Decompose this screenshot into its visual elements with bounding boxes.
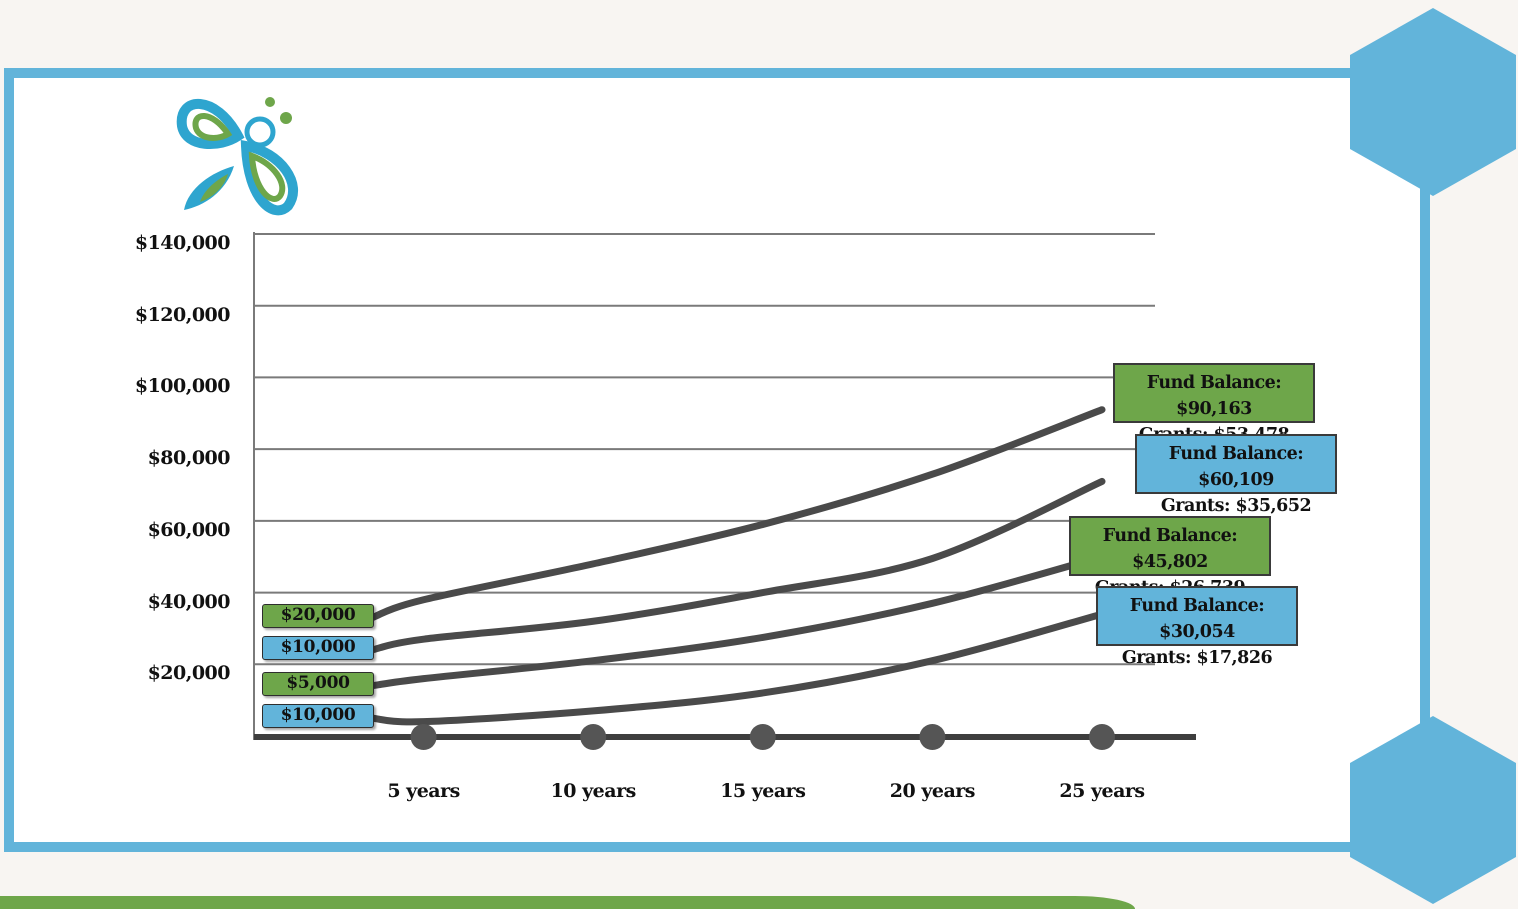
hexagon-icon xyxy=(1350,8,1516,196)
grants-label: Grants: $35,652 xyxy=(1160,496,1312,516)
x-tick-label: 20 years xyxy=(889,780,976,802)
x-axis-marker xyxy=(580,724,607,750)
butterfly-logo-icon xyxy=(176,97,298,216)
y-tick-label: $100,000 xyxy=(134,375,231,398)
fund-balance-label: Fund Balance: $90,163 xyxy=(1146,373,1282,419)
y-tick-label: $60,000 xyxy=(147,518,231,541)
start-amount-badge: $10,000 xyxy=(262,635,374,660)
fund-balance-label: Fund Balance: $60,109 xyxy=(1168,444,1304,490)
start-amount-badge: $10,000 xyxy=(262,704,374,729)
fund-balance-callout: Fund Balance: $30,054 Grants: $17,826 xyxy=(1096,586,1298,668)
y-tick-label: $140,000 xyxy=(134,232,231,254)
x-axis-marker xyxy=(1089,724,1115,750)
y-tick-label: $120,000 xyxy=(134,303,231,326)
y-tick-label: $40,000 xyxy=(147,590,231,613)
x-tick-label: 10 years xyxy=(550,780,637,802)
hexagon-icon xyxy=(1350,716,1516,904)
start-amount-badge: $20,000 xyxy=(262,603,374,628)
grants-label: Grants: $17,826 xyxy=(1121,648,1273,668)
x-tick-label: 5 years xyxy=(387,780,460,802)
y-tick-label: $80,000 xyxy=(147,447,231,470)
x-axis-marker xyxy=(410,724,437,750)
x-tick-label: 15 years xyxy=(720,780,806,802)
x-axis-marker xyxy=(919,724,946,750)
series-line xyxy=(368,553,1106,690)
bottom-band xyxy=(0,896,1135,909)
x-axis-marker xyxy=(749,724,776,750)
fund-balance-callout: Fund Balance: $90,163Grants: $53,478 xyxy=(1113,363,1315,445)
x-tick-label: 25 years xyxy=(1059,780,1145,802)
series-line xyxy=(368,477,1106,654)
fund-balance-callout: Fund Balance: $60,109 Grants: $35,652 xyxy=(1135,434,1337,516)
y-tick-label: $20,000 xyxy=(147,662,231,685)
fund-balance-callout: Fund Balance: $45,802Grants: $26,739 xyxy=(1069,516,1271,598)
series-line xyxy=(368,406,1106,622)
fund-balance-label: Fund Balance: $45,802 xyxy=(1102,526,1238,572)
start-amount-badge: $5,000 xyxy=(262,671,374,696)
series-line xyxy=(368,610,1106,726)
fund-balance-label: Fund Balance: $30,054 xyxy=(1129,596,1265,642)
